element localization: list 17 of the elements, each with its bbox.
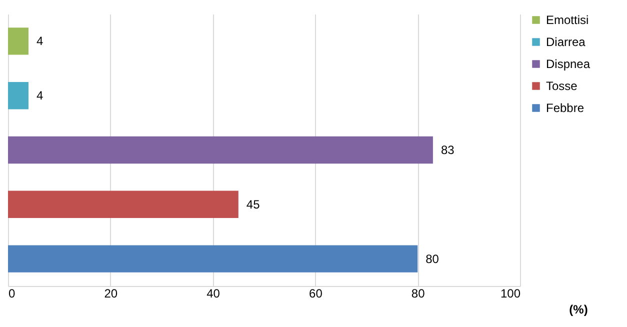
x-tick-label: 100 <box>500 286 521 300</box>
x-tick-label: 0 <box>8 286 16 300</box>
data-label: 4 <box>36 34 44 48</box>
data-label: 80 <box>426 252 440 266</box>
legend-label: Tosse <box>546 79 578 93</box>
x-tick-label: 60 <box>309 286 323 300</box>
data-label: 45 <box>246 197 260 212</box>
legend-label: Dispnea <box>546 57 590 71</box>
x-axis-title: (%) <box>569 302 588 316</box>
x-tick-label: 80 <box>411 286 426 300</box>
x-tick-label: 20 <box>104 286 118 300</box>
data-label: 83 <box>440 143 455 157</box>
legend-label: Diarrea <box>546 35 586 49</box>
x-tick-label: 40 <box>206 286 220 300</box>
legend-label: Emottisi <box>546 13 589 27</box>
data-label: 4 <box>36 88 44 103</box>
legend-label: Febbre <box>546 101 584 115</box>
